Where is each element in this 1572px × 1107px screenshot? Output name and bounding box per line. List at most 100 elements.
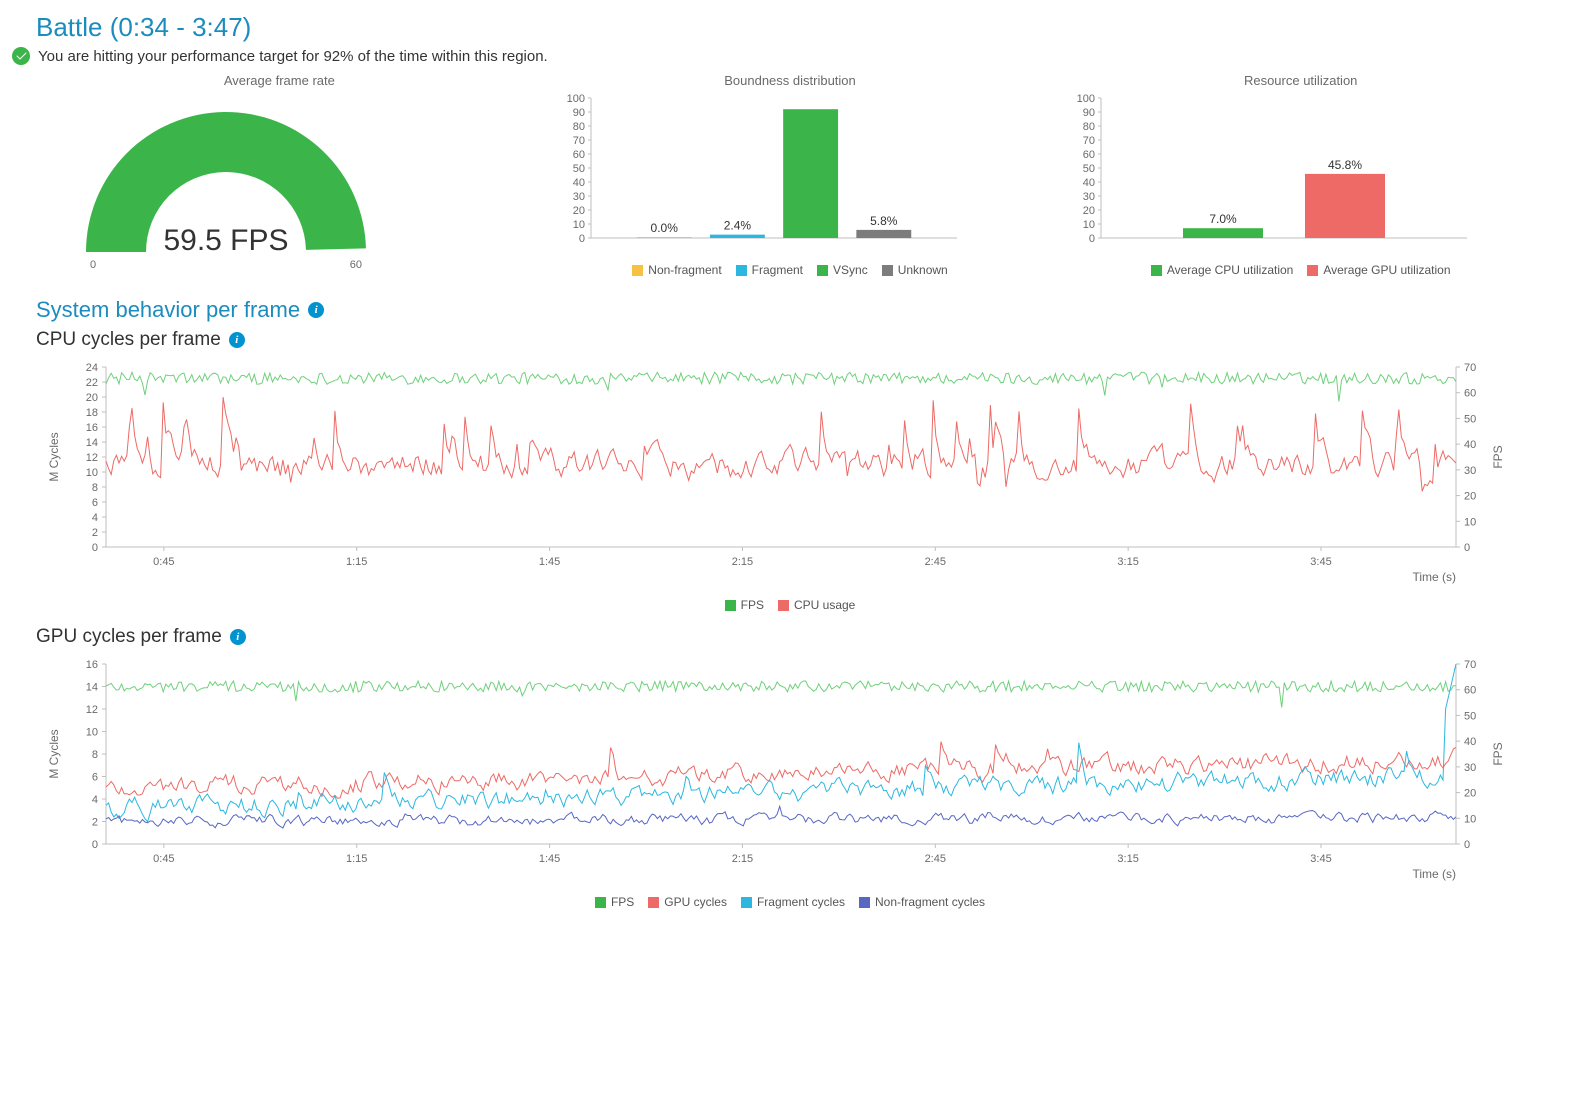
svg-text:40: 40 (1083, 177, 1095, 189)
legend-item[interactable]: GPU cycles (648, 895, 727, 909)
svg-text:40: 40 (572, 177, 584, 189)
svg-text:0: 0 (92, 839, 98, 851)
legend-item[interactable]: Fragment cycles (741, 895, 845, 909)
status-line: You are hitting your performance target … (12, 47, 1544, 65)
svg-text:0: 0 (1464, 542, 1470, 554)
svg-text:60: 60 (1464, 388, 1476, 400)
svg-text:50: 50 (572, 163, 584, 175)
svg-text:18: 18 (86, 407, 98, 419)
boundness-panel: Boundness distribution 01020304050607080… (547, 73, 1034, 277)
cpu-chart: 0246810121416182022240102030405060700:45… (36, 357, 1516, 587)
gpu-chart: 02468101214160102030405060700:451:151:45… (36, 654, 1516, 884)
svg-text:30: 30 (572, 191, 584, 203)
legend-item[interactable]: Non-fragment cycles (859, 895, 985, 909)
legend-item[interactable]: Unknown (882, 263, 948, 277)
svg-text:FPS: FPS (1491, 445, 1505, 468)
svg-text:50: 50 (1464, 710, 1476, 722)
svg-text:90: 90 (1083, 107, 1095, 119)
legend-item[interactable]: Non-fragment (632, 263, 721, 277)
section-title-text: System behavior per frame (36, 297, 300, 323)
svg-text:5.8%: 5.8% (870, 214, 898, 228)
gauge-chart: 59.5 FPS 0 60 (36, 92, 416, 272)
legend-item[interactable]: Average GPU utilization (1307, 263, 1450, 277)
section-title: System behavior per frame i (36, 297, 1544, 323)
svg-text:10: 10 (1083, 219, 1095, 231)
gpu-legend: FPS GPU cycles Fragment cycles Non-fragment… (36, 895, 1544, 909)
svg-text:0:45: 0:45 (153, 556, 174, 568)
svg-text:FPS: FPS (1491, 742, 1505, 765)
svg-text:2.4%: 2.4% (723, 219, 751, 233)
svg-text:3:15: 3:15 (1117, 556, 1138, 568)
svg-text:100: 100 (566, 93, 584, 105)
svg-text:24: 24 (86, 362, 98, 374)
gauge-title: Average frame rate (36, 73, 523, 88)
svg-text:2:15: 2:15 (732, 853, 753, 865)
svg-text:40: 40 (1464, 439, 1476, 451)
svg-text:0: 0 (1089, 233, 1095, 245)
svg-text:12: 12 (86, 704, 98, 716)
gpu-chart-title: GPU cycles per frame i (36, 626, 1544, 648)
gpu-chart-title-text: GPU cycles per frame (36, 626, 222, 648)
svg-text:10: 10 (86, 467, 98, 479)
legend-item[interactable]: FPS (595, 895, 634, 909)
svg-text:45.8%: 45.8% (1328, 158, 1362, 172)
utilization-legend: Average CPU utilization Average GPU utili… (1057, 263, 1544, 277)
svg-text:20: 20 (1464, 491, 1476, 503)
svg-text:60: 60 (1464, 685, 1476, 697)
svg-text:22: 22 (86, 377, 98, 389)
svg-text:1:45: 1:45 (539, 853, 560, 865)
svg-text:8: 8 (92, 482, 98, 494)
svg-text:3:45: 3:45 (1310, 853, 1331, 865)
svg-text:50: 50 (1083, 163, 1095, 175)
svg-text:70: 70 (1464, 362, 1476, 374)
svg-text:10: 10 (1464, 516, 1476, 528)
svg-text:0: 0 (90, 259, 96, 271)
svg-text:60: 60 (350, 259, 362, 271)
svg-text:Time (s): Time (s) (1412, 570, 1456, 584)
info-icon[interactable]: i (308, 302, 324, 318)
svg-text:20: 20 (1083, 205, 1095, 217)
svg-text:4: 4 (92, 794, 98, 806)
boundness-chart: 01020304050607080901000.0%2.4%5.8% (547, 92, 967, 252)
boundness-legend: Non-fragment Fragment VSync Unknown (547, 263, 1034, 277)
status-text: You are hitting your performance target … (38, 48, 548, 65)
svg-text:2: 2 (92, 527, 98, 539)
svg-text:10: 10 (86, 727, 98, 739)
svg-text:50: 50 (1464, 413, 1476, 425)
cpu-chart-title-text: CPU cycles per frame (36, 329, 221, 351)
svg-text:Time (s): Time (s) (1412, 867, 1456, 881)
svg-text:12: 12 (86, 452, 98, 464)
svg-text:80: 80 (1083, 121, 1095, 133)
svg-text:4: 4 (92, 512, 98, 524)
svg-text:30: 30 (1464, 465, 1476, 477)
svg-text:14: 14 (86, 682, 98, 694)
svg-text:60: 60 (1083, 149, 1095, 161)
info-icon[interactable]: i (229, 332, 245, 348)
svg-text:40: 40 (1464, 736, 1476, 748)
svg-text:8: 8 (92, 749, 98, 761)
svg-text:16: 16 (86, 659, 98, 671)
svg-text:59.5 FPS: 59.5 FPS (163, 224, 288, 257)
svg-text:60: 60 (572, 149, 584, 161)
legend-item[interactable]: CPU usage (778, 598, 855, 612)
legend-item[interactable]: VSync (817, 263, 868, 277)
check-icon (12, 47, 30, 65)
svg-text:10: 10 (1464, 813, 1476, 825)
svg-text:0:45: 0:45 (153, 853, 174, 865)
cpu-chart-title: CPU cycles per frame i (36, 329, 1544, 351)
legend-item[interactable]: Average CPU utilization (1151, 263, 1294, 277)
svg-text:20: 20 (86, 392, 98, 404)
svg-text:90: 90 (572, 107, 584, 119)
utilization-panel: Resource utilization 0102030405060708090… (1057, 73, 1544, 277)
svg-text:1:45: 1:45 (539, 556, 560, 568)
gauge-panel: Average frame rate 59.5 FPS 0 60 (36, 73, 523, 277)
svg-text:0: 0 (1464, 839, 1470, 851)
info-icon[interactable]: i (230, 629, 246, 645)
legend-item[interactable]: FPS (725, 598, 764, 612)
svg-text:30: 30 (1083, 191, 1095, 203)
svg-text:7.0%: 7.0% (1210, 212, 1238, 226)
svg-text:3:45: 3:45 (1310, 556, 1331, 568)
legend-item[interactable]: Fragment (736, 263, 803, 277)
svg-text:70: 70 (572, 135, 584, 147)
svg-text:6: 6 (92, 497, 98, 509)
